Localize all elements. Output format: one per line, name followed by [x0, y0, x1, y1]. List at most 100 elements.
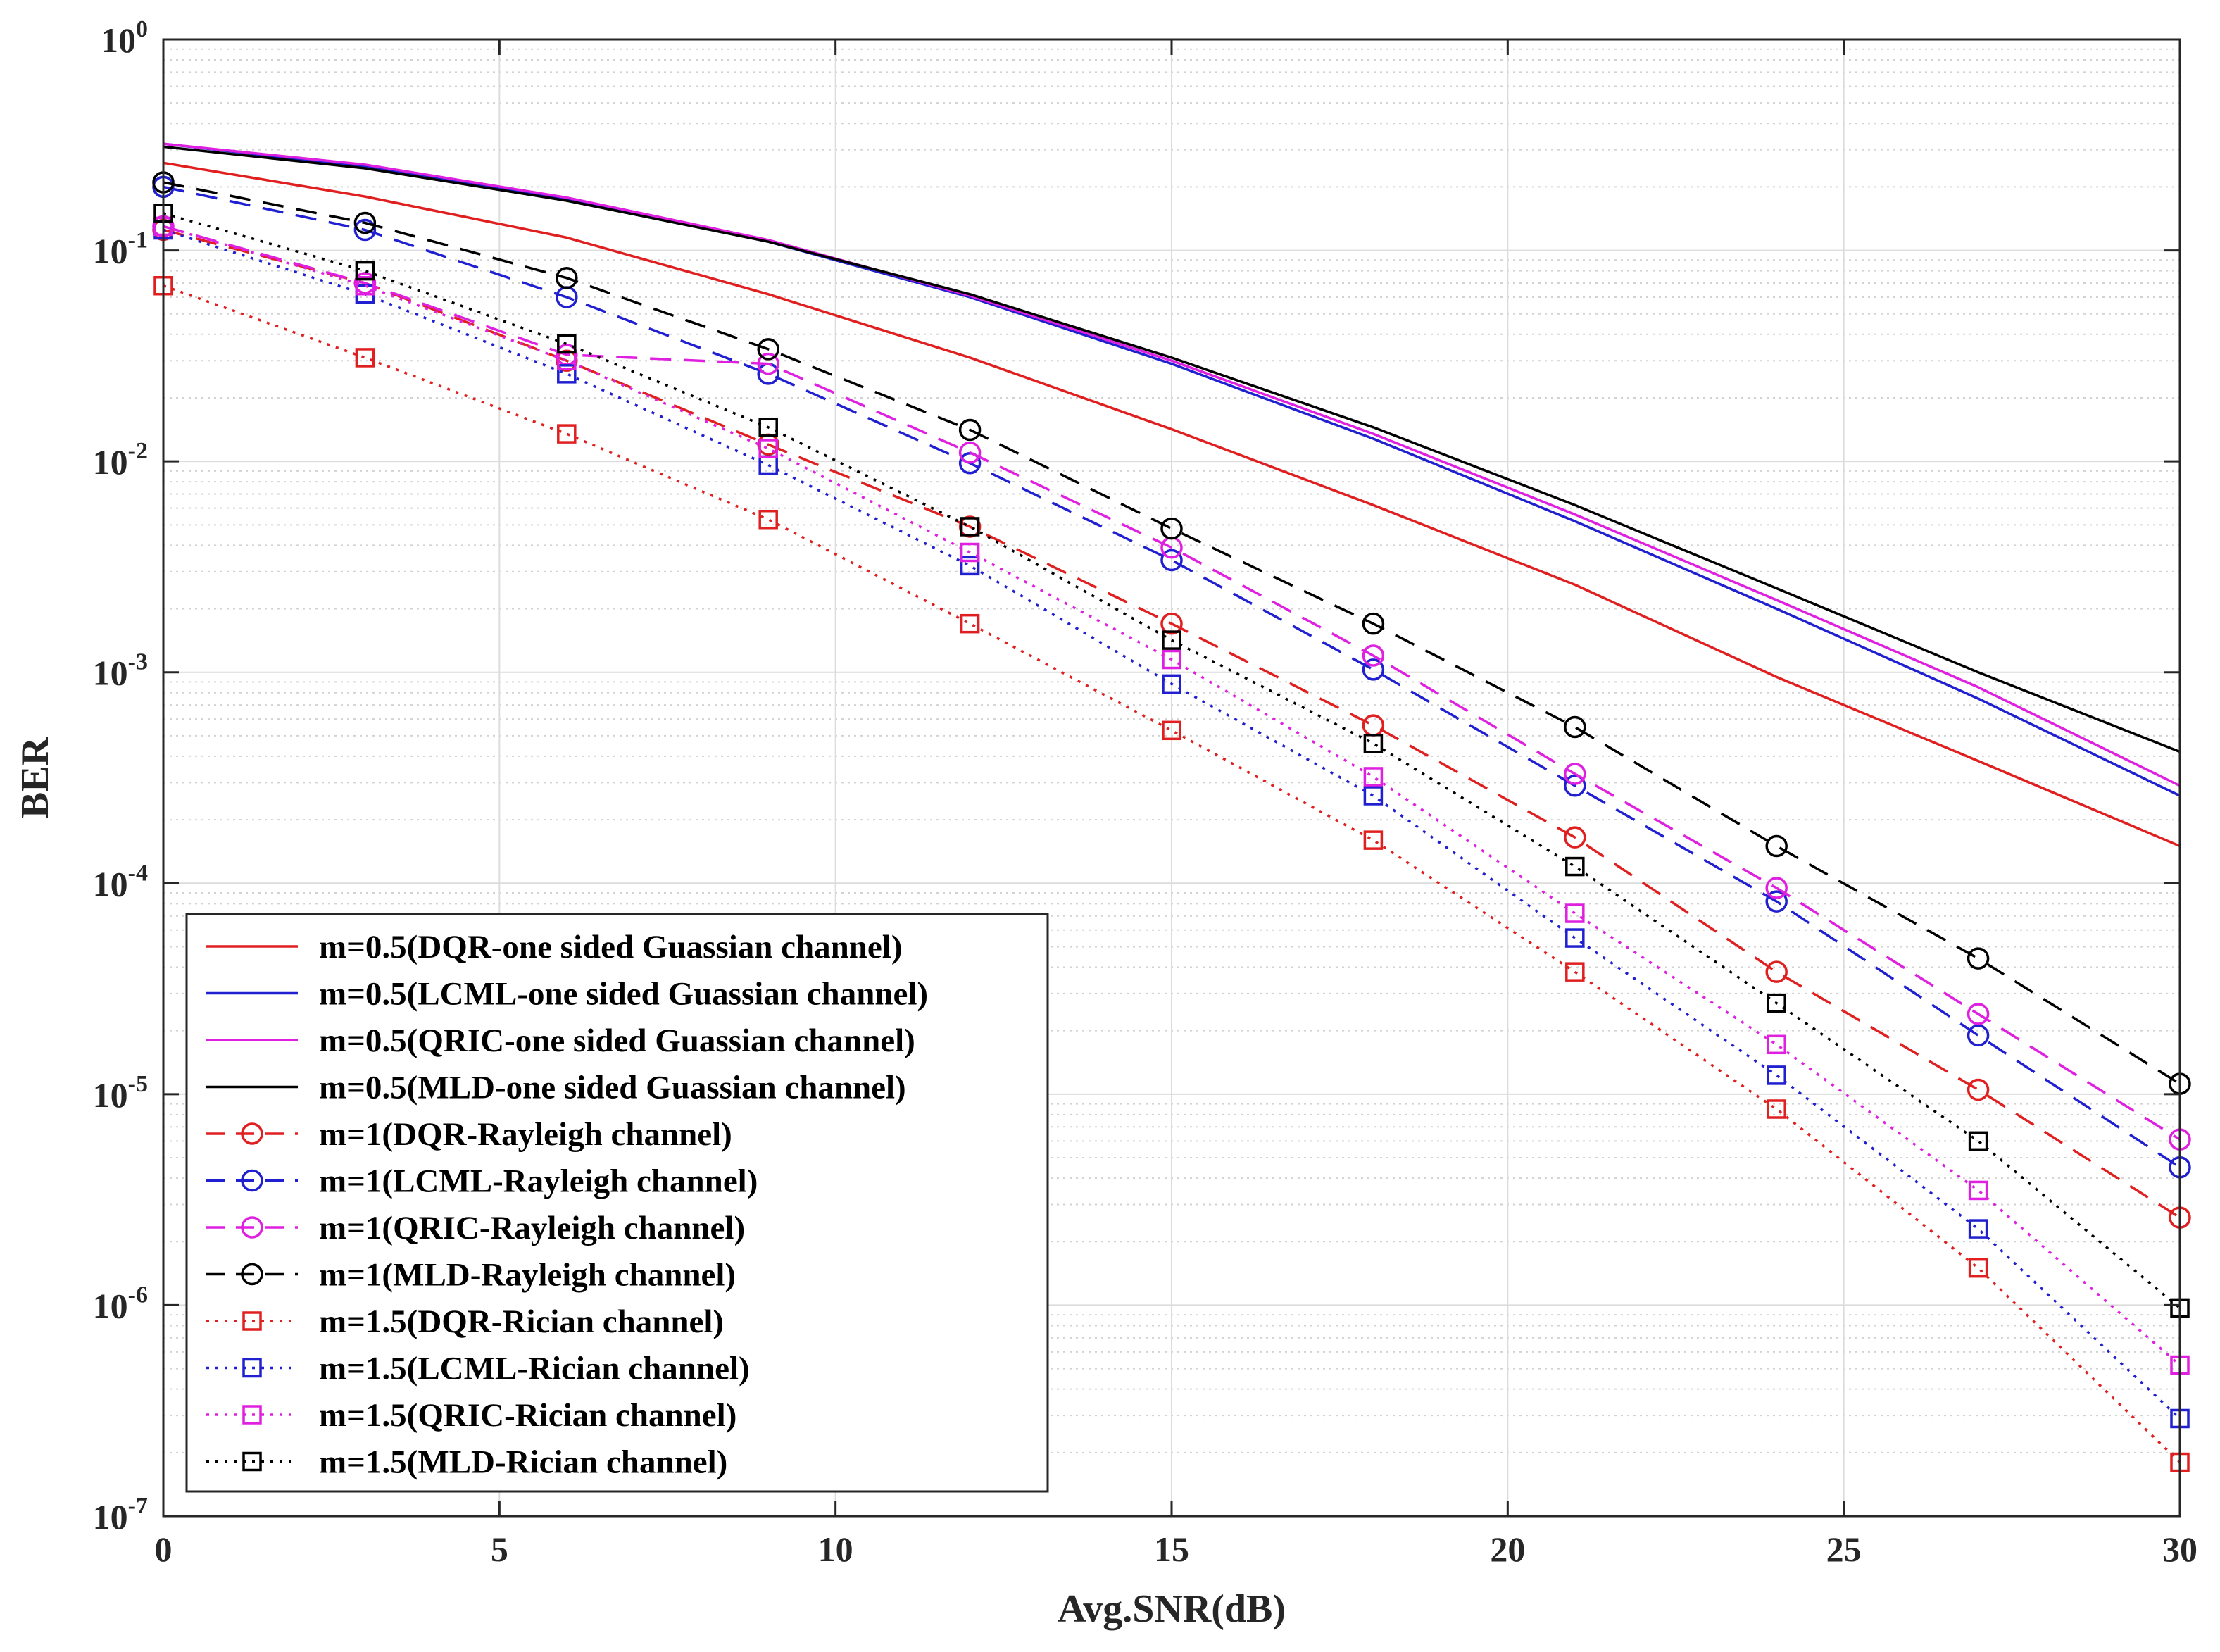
legend-label: m=0.5(LCML-one sided Guassian channel)	[319, 976, 928, 1013]
legend-item: m=1.5(DQR-Rician channel)	[206, 1303, 724, 1340]
y-tick-label: 10-3	[93, 649, 148, 693]
data-point	[1362, 658, 1385, 681]
data-point	[1765, 834, 1788, 858]
data-point	[557, 364, 577, 384]
axis-ticks: 0 5 10 15 20 25 30 100 10-1 10-2 10-3 10-4 10-5 10-6 1…	[93, 16, 2197, 1569]
data-point	[556, 266, 578, 289]
legend-box	[185, 913, 1049, 1493]
series-line	[163, 212, 2181, 1309]
data-point	[1162, 674, 1181, 694]
data-point	[1564, 763, 1586, 785]
legend-label: m=0.5(MLD-one sided Guassian channel)	[319, 1070, 906, 1106]
series-layer	[152, 142, 2191, 1472]
data-point	[1362, 644, 1385, 667]
data-point	[958, 418, 982, 442]
data-point	[1564, 715, 1586, 739]
data-point	[1363, 733, 1384, 753]
data-point	[1968, 1131, 1988, 1151]
series-8	[152, 171, 2191, 1095]
data-point	[1767, 1099, 1786, 1119]
x-tick-label: 0	[155, 1529, 173, 1569]
y-tick-label: 10-2	[93, 438, 148, 482]
data-point	[958, 515, 982, 538]
data-point	[1160, 612, 1183, 635]
series-11	[153, 216, 2190, 1375]
data-point	[1967, 1003, 1990, 1025]
data-point	[958, 441, 982, 464]
x-tick-label: 30	[2162, 1529, 2197, 1569]
data-point	[355, 275, 375, 296]
legend-label: m=1.5(QRIC-Rician channel)	[319, 1397, 736, 1434]
data-point	[1564, 775, 1586, 797]
legend-label: m=1(LCML-Rayleigh channel)	[319, 1163, 758, 1200]
data-point	[1363, 786, 1384, 806]
data-point	[757, 338, 779, 361]
data-point	[1565, 928, 1585, 948]
data-point	[353, 218, 377, 242]
data-point	[1767, 1034, 1786, 1055]
legend-marker	[241, 1216, 263, 1239]
data-point	[1565, 903, 1585, 923]
x-tick-label: 25	[1826, 1529, 1862, 1569]
series-line	[163, 225, 2181, 1141]
legend-item: m=1(QRIC-Rayleigh channel)	[206, 1210, 745, 1246]
legend-label: m=0.5(DQR-one sided Guassian channel)	[319, 929, 903, 965]
legend-item: m=1.5(QRIC-Rician channel)	[206, 1397, 736, 1434]
series-line	[163, 145, 2181, 753]
series-line	[163, 142, 2181, 797]
data-point	[758, 509, 778, 530]
data-point	[1767, 1065, 1786, 1085]
legend: m=0.5(DQR-one sided Guassian channel) m=0…	[185, 913, 1049, 1493]
data-point	[1765, 960, 1788, 983]
data-point	[1363, 767, 1384, 787]
data-point	[1967, 947, 1990, 970]
series-4	[163, 145, 2181, 753]
data-point	[1160, 549, 1183, 572]
legend-marker	[242, 1405, 262, 1425]
data-point	[1565, 856, 1585, 877]
legend-label: m=1.5(LCML-Rician channel)	[319, 1351, 750, 1387]
legend-marker	[242, 1451, 262, 1472]
data-point	[1968, 1180, 1988, 1201]
series-10	[153, 220, 2190, 1429]
legend-marker	[241, 1169, 263, 1192]
data-point	[758, 418, 778, 437]
y-axis-label: BER	[13, 737, 57, 818]
data-point	[355, 348, 375, 368]
y-tick-label: 10-5	[93, 1071, 148, 1115]
data-point	[557, 334, 577, 354]
data-point	[1564, 826, 1586, 849]
y-tick-label: 10-7	[93, 1493, 148, 1537]
series-line	[163, 161, 2181, 848]
series-line	[163, 228, 2181, 1420]
data-point	[1765, 877, 1788, 899]
legend-label: m=1.5(MLD-Rician channel)	[319, 1444, 727, 1481]
data-point	[1160, 517, 1183, 540]
data-point	[1565, 962, 1585, 982]
data-point	[353, 211, 377, 234]
legend-label: m=1.5(DQR-Rician channel)	[319, 1303, 724, 1340]
data-point	[556, 349, 578, 372]
data-point	[1767, 993, 1786, 1013]
legend-item: m=1(MLD-Rayleigh channel)	[206, 1257, 736, 1294]
data-point	[1362, 612, 1385, 635]
series-2	[163, 142, 2181, 797]
data-point	[1162, 649, 1181, 670]
data-point	[758, 439, 778, 458]
legend-item: m=1.5(MLD-Rician channel)	[206, 1444, 727, 1481]
data-point	[960, 556, 980, 576]
legend-label: m=1(QRIC-Rayleigh channel)	[319, 1210, 745, 1246]
data-point	[1363, 830, 1384, 850]
legend-item: m=1(DQR-Rayleigh channel)	[206, 1116, 732, 1153]
x-tick-label: 10	[818, 1529, 853, 1569]
legend-item: m=1.5(LCML-Rician channel)	[206, 1351, 750, 1387]
y-tick-label: 10-4	[93, 860, 148, 903]
legend-item: m=0.5(LCML-one sided Guassian channel)	[206, 976, 928, 1013]
x-tick-label: 20	[1490, 1529, 1525, 1569]
y-tick-label: 10-1	[93, 227, 148, 271]
legend-label: m=0.5(QRIC-one sided Guassian channel)	[319, 1022, 915, 1059]
data-point	[757, 352, 779, 375]
data-point	[1162, 630, 1181, 650]
series-1	[163, 161, 2181, 848]
series-line	[163, 185, 2181, 1169]
